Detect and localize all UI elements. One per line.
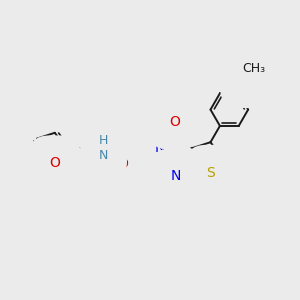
Text: O: O bbox=[169, 115, 180, 129]
Text: S: S bbox=[206, 166, 215, 180]
Text: O: O bbox=[117, 157, 128, 171]
Text: O: O bbox=[241, 73, 252, 87]
Text: N: N bbox=[155, 141, 165, 155]
Text: H
N: H N bbox=[99, 134, 108, 162]
Text: N: N bbox=[171, 169, 181, 183]
Text: O: O bbox=[50, 156, 60, 170]
Text: CH₃: CH₃ bbox=[242, 61, 265, 74]
